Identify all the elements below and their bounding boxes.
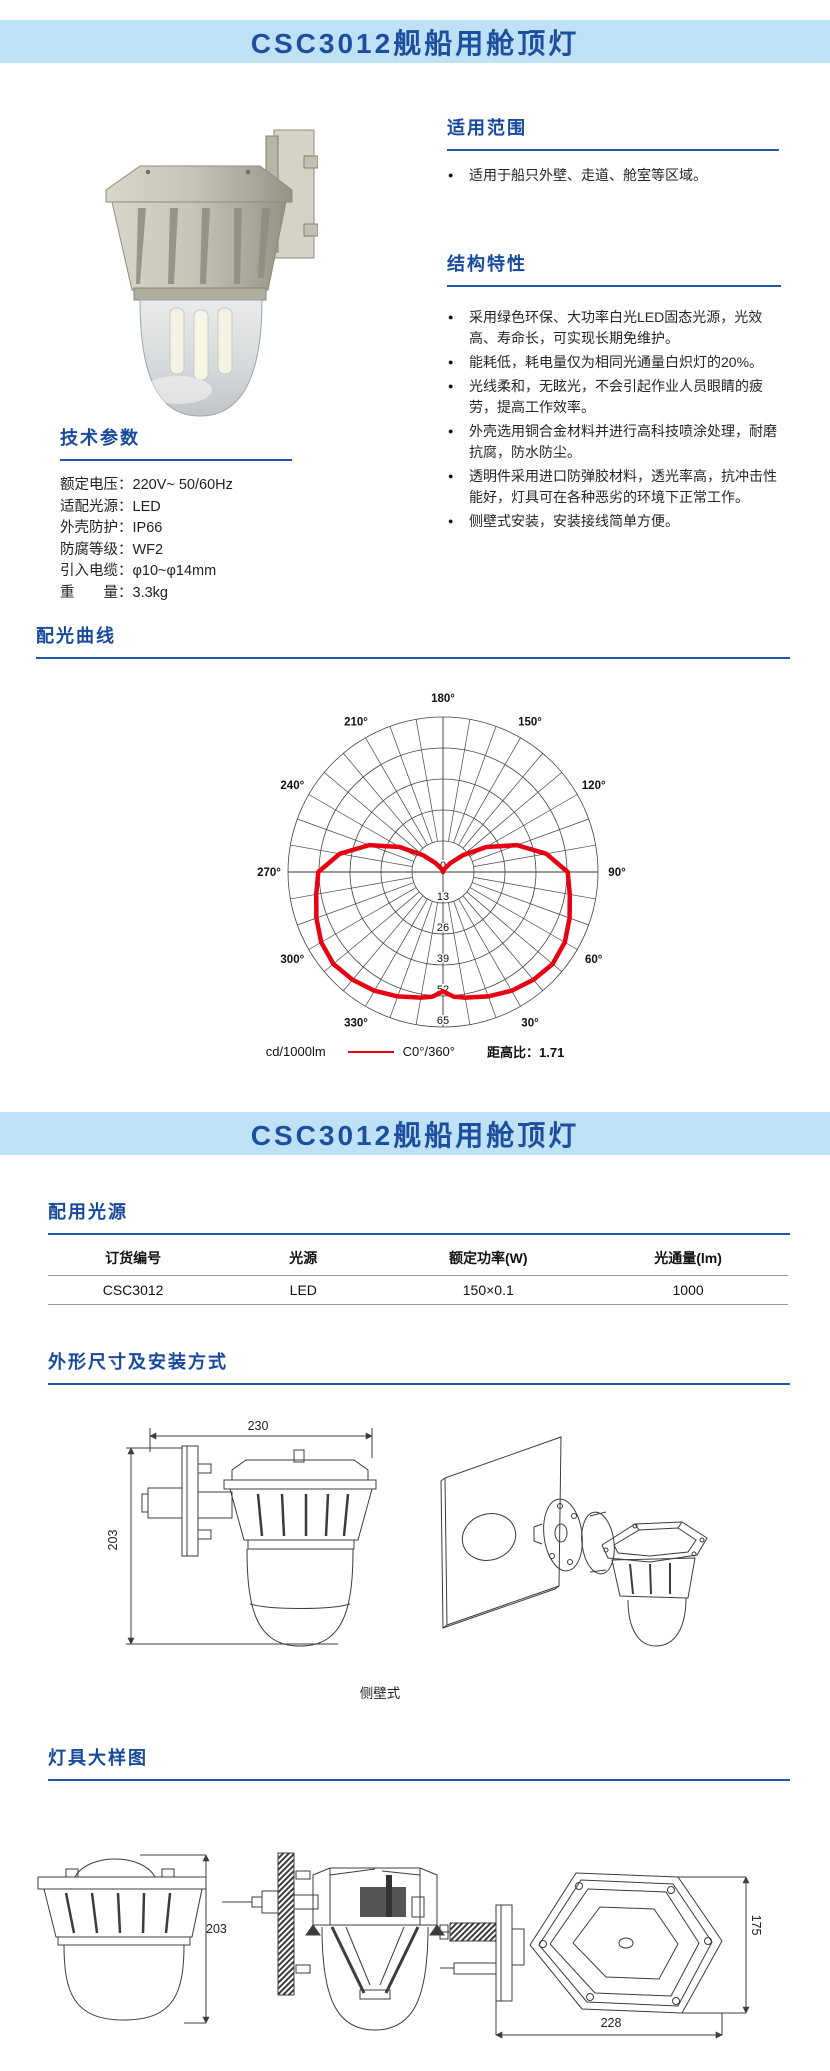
features-title: 结构特性 <box>447 250 781 287</box>
features-list: 采用绿色环保、大功率白光LED固态光源，光效高、寿命长，可实现长期免维护。 能耗… <box>447 307 781 532</box>
section-detail: 灯具大样图 <box>48 1744 790 1781</box>
section-scope: 适用范围 适用于船只外壁、走道、舱室等区域。 <box>447 114 779 189</box>
svg-text:30°: 30° <box>521 1018 539 1030</box>
param-row: 额定电压： 220V~ 50/60Hz <box>60 475 292 497</box>
param-value: 3.3kg <box>132 584 168 601</box>
section-outline: 外形尺寸及安装方式 <box>48 1348 790 1385</box>
param-label: 引入电缆： <box>60 563 133 579</box>
svg-text:13: 13 <box>437 891 449 903</box>
table-header-row: 订货编号 光源 额定功率(W) 光通量(lm) <box>48 1241 788 1276</box>
svg-text:26: 26 <box>437 922 449 934</box>
detail-title: 灯具大样图 <box>48 1744 790 1781</box>
detail-drawing <box>37 1852 750 2039</box>
dim-outline-width: 230 <box>247 1419 269 1433</box>
col-header: 订货编号 <box>48 1241 219 1276</box>
dim-hex-width: 228 <box>600 2016 622 2030</box>
mount-type-caption: 侧壁式 <box>359 1686 401 1701</box>
svg-text:240°: 240° <box>280 780 304 792</box>
param-value: φ10~φ14mm <box>132 563 217 579</box>
param-row: 外壳防护： IP66 <box>60 518 292 540</box>
light-distribution-chart: 180° 150° 120° 90° 60° 30° 210° 240° 270° 300° 330… <box>257 693 626 1030</box>
legend-units: cd/1000lm <box>265 1044 326 1059</box>
tech-param-list: 额定电压： 220V~ 50/60Hz 适配光源： LED 外壳防护： IP66 防腐… <box>60 475 292 604</box>
curve-title: 配光曲线 <box>36 622 790 659</box>
param-label: 适配光源： <box>60 498 133 515</box>
param-label: 额定电压： <box>60 477 133 493</box>
list-item: 采用绿色环保、大功率白光LED固态光源，光效高、寿命长，可实现长期免维护。 <box>447 307 781 349</box>
table-cell: 1000 <box>588 1275 788 1305</box>
page1-header-band: CSC3012舰船用舱顶灯 <box>0 20 830 63</box>
param-value: LED <box>132 498 161 515</box>
param-label: 防腐等级： <box>60 541 133 558</box>
page2-header-band: CSC3012舰船用舱顶灯 <box>0 1112 830 1155</box>
svg-text:270°: 270° <box>257 867 281 879</box>
col-header: 光通量(lm) <box>588 1241 788 1276</box>
svg-text:180°: 180° <box>431 693 455 705</box>
svg-text:300°: 300° <box>280 954 304 966</box>
outline-title: 外形尺寸及安装方式 <box>48 1348 790 1385</box>
dim-detail-height: 203 <box>206 1922 227 1936</box>
param-row: 适配光源： LED <box>60 497 292 519</box>
svg-text:330°: 330° <box>344 1018 368 1030</box>
legend-ratio: 距高比：1.71 <box>487 1045 565 1060</box>
param-label: 外壳防护： <box>60 520 133 536</box>
list-item: 侧壁式安装，安装接线简单方便。 <box>447 511 781 532</box>
col-header: 额定功率(W) <box>388 1241 589 1276</box>
section-features: 结构特性 采用绿色环保、大功率白光LED固态光源，光效高、寿命长，可实现长期免维… <box>447 250 781 535</box>
tech-title: 技术参数 <box>60 424 292 461</box>
page2-title: CSC3012舰船用舱顶灯 <box>250 1119 580 1151</box>
list-item: 透明件采用进口防弹胶材料，透光率高，抗冲击性能好，灯具可在各种恶劣的环境下正常工… <box>447 466 781 508</box>
scope-title: 适用范围 <box>447 114 779 151</box>
chart-legend: cd/1000lm C0°/360° 距高比：1.71 <box>0 1042 830 1061</box>
page1-title: CSC3012舰船用舱顶灯 <box>250 27 580 59</box>
section-light-source: 配用光源 订货编号 光源 额定功率(W) 光通量(lm) CSC3012 LED… <box>48 1198 790 1305</box>
table-cell: CSC3012 <box>48 1275 219 1305</box>
table-cell: 150×0.1 <box>388 1275 589 1305</box>
svg-text:120°: 120° <box>582 780 606 792</box>
outline-drawing <box>126 1428 708 1647</box>
svg-text:60°: 60° <box>585 954 603 966</box>
col-header: 光源 <box>218 1241 389 1276</box>
dim-outline-height: 203 <box>106 1529 120 1551</box>
svg-text:90°: 90° <box>608 867 626 879</box>
svg-text:39: 39 <box>437 953 449 965</box>
svg-text:0: 0 <box>440 860 446 872</box>
param-label: 重 量： <box>60 584 133 601</box>
list-item: 光线柔和，无眩光，不会引起作业人员眼睛的疲劳，提高工作效率。 <box>447 376 781 418</box>
list-item: 适用于船只外壁、走道、舱室等区域。 <box>447 165 779 186</box>
scope-list: 适用于船只外壁、走道、舱室等区域。 <box>447 165 779 186</box>
param-row: 引入电缆： φ10~φ14mm <box>60 561 292 583</box>
svg-text:150°: 150° <box>518 716 542 728</box>
legend-series-name: C0°/360° <box>402 1044 455 1059</box>
svg-text:65: 65 <box>437 1015 449 1027</box>
section-light-curve: 配光曲线 <box>36 622 790 659</box>
param-value: 220V~ 50/60Hz <box>132 477 233 493</box>
param-row: 防腐等级： WF2 <box>60 540 292 562</box>
dim-hex-height: 175 <box>749 1914 763 1936</box>
legend-line-swatch <box>347 1050 394 1053</box>
source-title: 配用光源 <box>48 1198 790 1235</box>
param-row: 重 量： 3.3kg <box>60 583 292 605</box>
table-cell: LED <box>218 1275 389 1305</box>
list-item: 外壳选用铜合金材料并进行高科技喷涂处理，耐磨抗腐，防水防尘。 <box>447 421 781 463</box>
table-row: CSC3012 LED 150×0.1 1000 <box>48 1275 788 1305</box>
section-tech-params: 技术参数 额定电压： 220V~ 50/60Hz 适配光源： LED 外壳防护： IP… <box>60 424 292 604</box>
list-item: 能耗低，耗电量仅为相同光通量白炽灯的20%。 <box>447 352 781 373</box>
svg-text:210°: 210° <box>344 716 368 728</box>
light-source-table: 订货编号 光源 额定功率(W) 光通量(lm) CSC3012 LED 150×… <box>48 1241 788 1305</box>
param-value: IP66 <box>132 520 163 536</box>
param-value: WF2 <box>132 541 164 558</box>
product-photo <box>105 129 318 417</box>
